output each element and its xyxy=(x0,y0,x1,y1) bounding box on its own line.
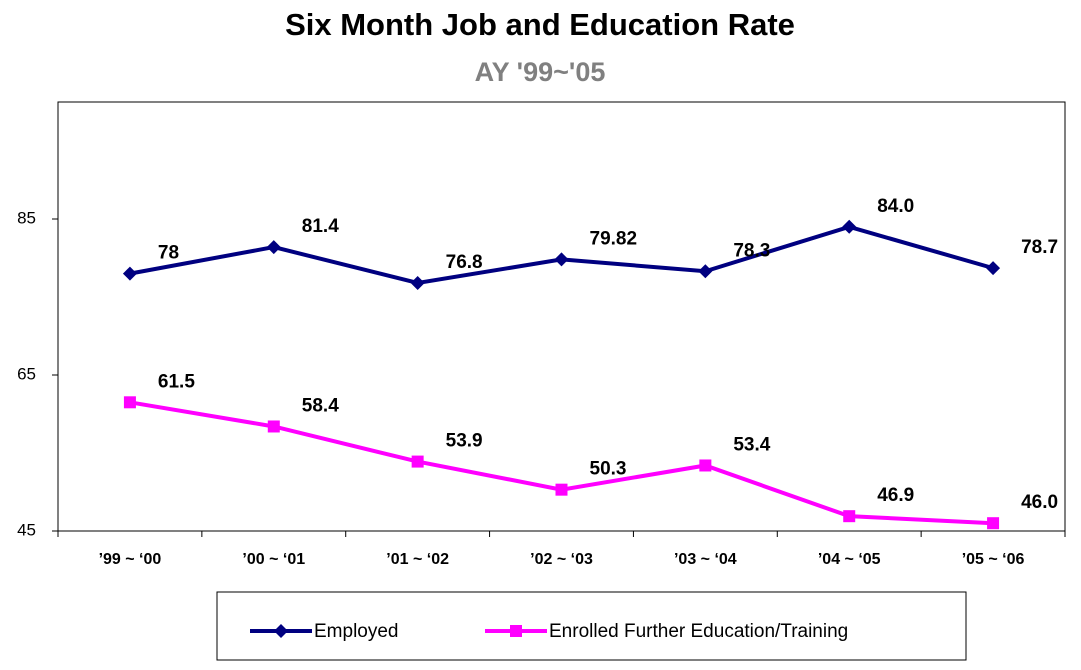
data-point xyxy=(842,219,857,234)
data-point xyxy=(554,252,569,267)
data-label: 84.0 xyxy=(877,196,914,217)
x-tick-label: ’01 ~ ‘02 xyxy=(386,551,449,568)
data-label: 78.3 xyxy=(733,240,770,261)
data-point xyxy=(266,240,281,255)
chart-subtitle: AY '99~'05 xyxy=(475,57,606,87)
x-tick-label: ’03 ~ ‘04 xyxy=(674,551,737,568)
data-label: 61.5 xyxy=(158,371,195,392)
data-label: 76.8 xyxy=(446,252,483,273)
data-point xyxy=(410,275,425,290)
data-label: 53.9 xyxy=(446,431,483,452)
y-tick-label: 45 xyxy=(17,520,36,539)
plot-area xyxy=(57,101,1066,532)
legend-label: Enrolled Further Education/Training xyxy=(549,621,848,642)
data-label: 81.4 xyxy=(302,216,339,237)
x-tick-label: ’00 ~ ‘01 xyxy=(242,551,305,568)
data-label: 79.82 xyxy=(590,228,638,249)
data-label: 58.4 xyxy=(302,395,339,416)
data-point xyxy=(699,459,712,472)
data-label: 53.4 xyxy=(733,434,770,455)
y-tick-label: 85 xyxy=(17,208,36,227)
data-point xyxy=(123,396,136,409)
legend-marker xyxy=(274,624,288,638)
data-point xyxy=(122,266,137,281)
data-label: 46.0 xyxy=(1021,492,1058,513)
data-label: 78.7 xyxy=(1021,237,1058,258)
data-label: 78 xyxy=(158,243,179,264)
data-point xyxy=(698,264,713,279)
x-tick-label: ’99 ~ ‘00 xyxy=(99,551,162,568)
data-point xyxy=(986,261,1001,276)
y-tick-label: 65 xyxy=(17,364,36,383)
data-label: 46.9 xyxy=(877,485,914,506)
data-point xyxy=(267,420,280,433)
legend-box xyxy=(216,591,967,661)
x-tick-label: ’02 ~ ‘03 xyxy=(530,551,593,568)
legend-marker xyxy=(510,625,522,637)
x-tick-label: ’05 ~ ‘06 xyxy=(962,551,1025,568)
data-label: 50.3 xyxy=(590,459,627,480)
chart-title: Six Month Job and Education Rate xyxy=(285,7,795,42)
x-tick-label: ’04 ~ ‘05 xyxy=(818,551,881,568)
data-point xyxy=(411,455,424,468)
series-line xyxy=(129,400,994,526)
data-point xyxy=(987,517,1000,530)
legend-label: Employed xyxy=(314,621,399,642)
data-point xyxy=(843,510,856,523)
data-point xyxy=(555,483,568,496)
